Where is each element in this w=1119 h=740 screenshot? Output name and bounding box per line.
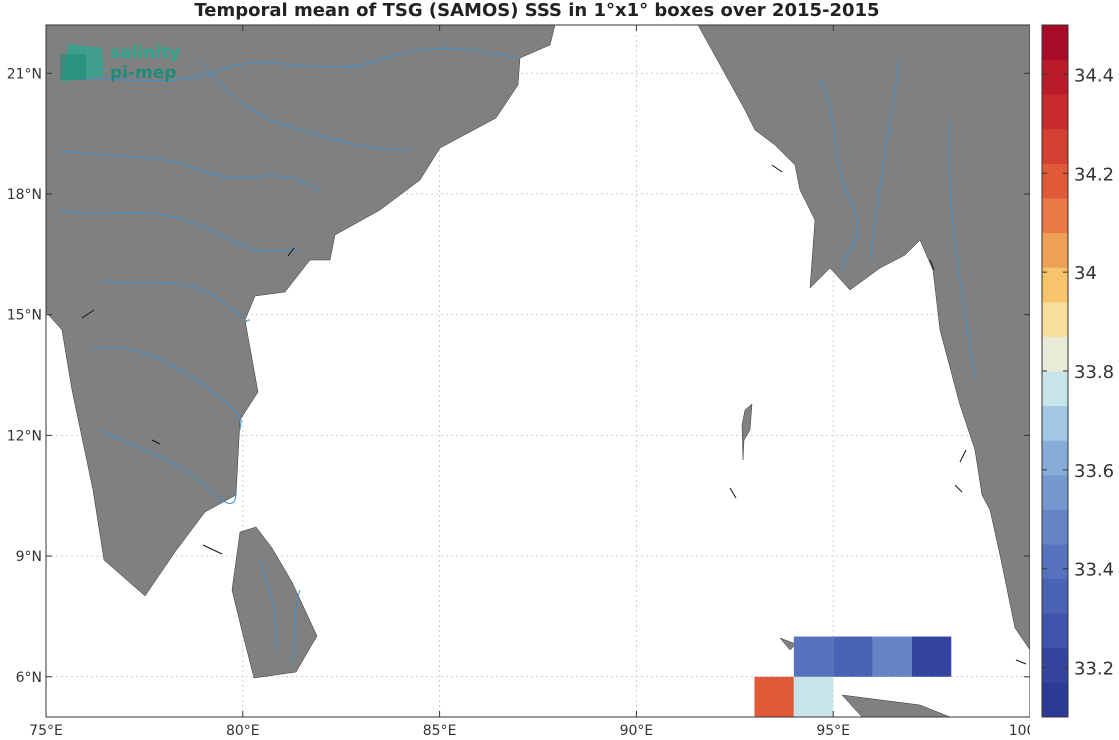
plot-frame bbox=[45, 24, 1030, 718]
lon-tick-label: 100°E bbox=[1009, 723, 1030, 739]
colorbar-swatch bbox=[1042, 682, 1068, 718]
sumatra-landmass bbox=[841, 694, 951, 717]
rivers bbox=[59, 47, 976, 666]
lon-tick-label: 75°E bbox=[29, 723, 63, 739]
map-plot: 75°E 80°E 85°E 90°E 95°E 100°E 6°N 9°N 12°N 15°N… bbox=[7, 24, 1030, 739]
sss-cell bbox=[754, 676, 794, 717]
colorbar-swatch bbox=[1042, 371, 1068, 407]
myanmar-landmass bbox=[697, 25, 1030, 651]
small-island bbox=[779, 637, 797, 651]
colorbar-swatch bbox=[1042, 613, 1068, 649]
colorbar-swatch bbox=[1042, 267, 1068, 303]
colorbar-swatches bbox=[1042, 25, 1068, 718]
colorbar-swatch bbox=[1042, 509, 1068, 545]
lon-tick-label: 95°E bbox=[816, 723, 850, 739]
colorbar-swatch bbox=[1042, 544, 1068, 580]
colorbar-tick-label: 33.6 bbox=[1074, 461, 1114, 482]
colorbar-swatch bbox=[1042, 474, 1068, 510]
colorbar-swatch bbox=[1042, 336, 1068, 372]
sri-lanka-landmass bbox=[231, 526, 318, 679]
colorbar-tick-label: 33.2 bbox=[1074, 659, 1114, 680]
sss-cell bbox=[872, 636, 912, 677]
lat-tick-label: 15°N bbox=[7, 308, 42, 324]
lat-tick-label: 21°N bbox=[7, 66, 42, 82]
latitude-ticks: 6°N 9°N 12°N 15°N 18°N 21°N bbox=[7, 66, 1030, 686]
colorbar-tick-label: 34 bbox=[1074, 263, 1097, 284]
lat-tick-label: 12°N bbox=[7, 428, 42, 444]
sss-cell bbox=[793, 676, 834, 717]
lon-tick-label: 90°E bbox=[620, 723, 654, 739]
andaman-island bbox=[741, 403, 753, 461]
longitude-ticks: 75°E 80°E 85°E 90°E 95°E 100°E bbox=[29, 25, 1030, 739]
colorbar-swatch bbox=[1042, 405, 1068, 441]
sss-cell bbox=[793, 636, 834, 677]
sss-cells bbox=[754, 636, 952, 717]
colorbar-tick-label: 33.4 bbox=[1074, 560, 1114, 581]
sss-cell bbox=[911, 636, 952, 677]
lat-tick-label: 6°N bbox=[16, 670, 42, 686]
lat-tick-label: 18°N bbox=[7, 187, 42, 203]
coast-marks bbox=[81, 164, 1027, 665]
sss-cell bbox=[833, 636, 873, 677]
colorbar-tick-label: 34.2 bbox=[1074, 164, 1114, 185]
colorbar-swatch bbox=[1042, 59, 1068, 95]
colorbar-tick-label: 33.8 bbox=[1074, 362, 1114, 383]
lon-tick-label: 80°E bbox=[226, 723, 260, 739]
colorbar-swatch bbox=[1042, 128, 1068, 164]
colorbar-swatch bbox=[1042, 232, 1068, 268]
colorbar-swatch bbox=[1042, 301, 1068, 337]
page-title: Temporal mean of TSG (SAMOS) SSS in 1°x1… bbox=[194, 0, 880, 21]
colorbar-swatch bbox=[1042, 647, 1068, 683]
colorbar-ticks: 33.2 33.4 33.6 33.8 34 34.2 34.4 bbox=[1042, 65, 1114, 680]
colorbar-swatch bbox=[1042, 163, 1068, 199]
colorbar-swatch bbox=[1042, 578, 1068, 614]
colorbar-swatch bbox=[1042, 94, 1068, 130]
logo-line2: pi-mep bbox=[110, 63, 176, 83]
india-landmass bbox=[46, 25, 556, 597]
salinity-pi-mep-logo: salinity pi-mep bbox=[58, 40, 198, 94]
lon-tick-label: 85°E bbox=[423, 723, 457, 739]
colorbar-tick-label: 34.4 bbox=[1074, 65, 1114, 86]
colorbar-swatch bbox=[1042, 198, 1068, 234]
colorbar-swatch bbox=[1042, 25, 1068, 61]
logo-line1: salinity bbox=[110, 43, 180, 63]
colorbar: 33.2 33.4 33.6 33.8 34 34.2 34.4 bbox=[1041, 24, 1114, 718]
lat-tick-label: 9°N bbox=[16, 549, 42, 565]
